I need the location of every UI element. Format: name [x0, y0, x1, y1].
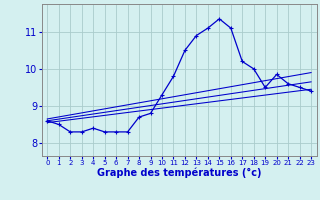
- X-axis label: Graphe des températures (°c): Graphe des températures (°c): [97, 168, 261, 178]
